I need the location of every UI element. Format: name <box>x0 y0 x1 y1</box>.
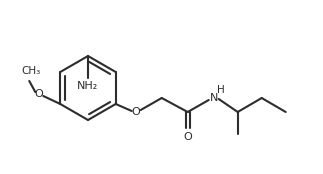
Text: O: O <box>34 89 43 99</box>
Text: N: N <box>210 93 218 103</box>
Text: O: O <box>131 107 140 117</box>
Text: CH₃: CH₃ <box>21 66 41 76</box>
Text: NH₂: NH₂ <box>78 81 99 91</box>
Text: O: O <box>183 132 192 142</box>
Text: H: H <box>217 85 224 95</box>
